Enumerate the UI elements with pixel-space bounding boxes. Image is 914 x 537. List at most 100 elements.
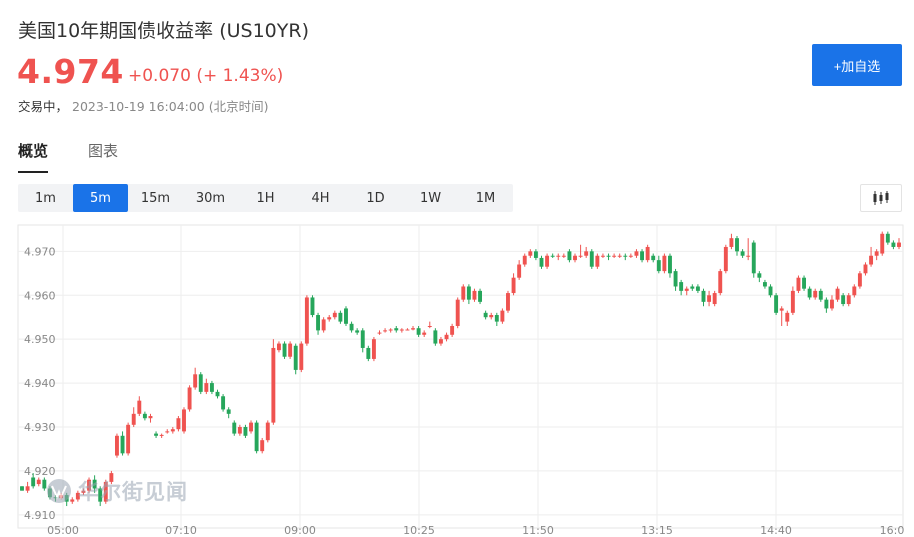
candle-body — [120, 435, 125, 454]
candlestick-chart[interactable]: 4.970 4.960 4.950 4.940 4.930 4.920 4.910 05:00… — [0, 222, 914, 537]
candle-body — [249, 422, 253, 432]
candle-body — [835, 288, 840, 300]
candle-body — [411, 328, 415, 330]
candle-body — [600, 255, 605, 257]
active-tab-indicator — [18, 171, 48, 173]
range-selector: 1m 5m 15m 30m 1H 4H 1D 1W 1M — [18, 184, 513, 212]
candle-body — [573, 255, 577, 261]
candle-body — [427, 326, 432, 327]
candle-body — [774, 295, 779, 313]
x-tick-label: 16:0 — [880, 524, 905, 537]
candle-body — [98, 488, 103, 502]
candle-body — [746, 255, 751, 257]
range-15m-button[interactable]: 15m — [140, 190, 171, 206]
range-1w-button[interactable]: 1W — [419, 190, 442, 206]
candle-body — [81, 490, 86, 493]
candle-body — [841, 295, 846, 305]
range-1mo-button[interactable]: 1M — [475, 190, 496, 206]
candle-body — [556, 255, 561, 257]
candle-body — [802, 277, 806, 289]
x-tick-label: 09:00 — [284, 524, 316, 537]
candle-body — [461, 286, 466, 300]
candle-body — [70, 499, 75, 502]
candle-body — [712, 293, 717, 305]
candle-body — [137, 400, 142, 414]
tab-overview[interactable]: 概览 — [18, 142, 49, 160]
candle-body — [846, 295, 851, 305]
candle-body — [517, 264, 522, 278]
candle-body — [813, 290, 818, 298]
candle-body — [371, 339, 376, 359]
x-tick-label: 05:00 — [47, 524, 79, 537]
candle-body — [522, 255, 527, 265]
candle-body — [25, 486, 30, 491]
instrument-title: 美国10年期国债收益率 (US10YR) — [18, 20, 309, 42]
candle-body — [550, 255, 555, 257]
candle-body — [561, 255, 566, 257]
candle-body — [673, 271, 678, 287]
chart-type-button[interactable] — [860, 184, 902, 212]
candle-body — [762, 282, 767, 287]
watermark-text: 华尔街见闻 — [78, 479, 188, 504]
candle-body — [606, 255, 611, 257]
range-30m-button[interactable]: 30m — [195, 190, 226, 206]
candle-body — [198, 374, 203, 392]
candle-body — [690, 286, 695, 289]
candle-body — [366, 347, 371, 359]
candle-body — [824, 299, 829, 309]
candle-body — [215, 391, 220, 397]
candlestick-icon — [873, 191, 889, 205]
x-tick-label: 11:50 — [522, 524, 554, 537]
candle-body — [204, 383, 209, 392]
add-to-watchlist-button[interactable]: +加自选 — [812, 44, 902, 86]
candle-body — [751, 242, 756, 274]
candle-body — [31, 477, 36, 487]
candle-body — [360, 330, 365, 348]
y-tick-label: 4.950 — [24, 333, 56, 346]
candle-body — [634, 251, 639, 256]
candle-body — [874, 251, 879, 256]
candle-body — [723, 246, 728, 272]
candle-body — [595, 255, 600, 267]
candle-body — [533, 251, 538, 258]
candle-body — [740, 251, 745, 256]
candle-body — [880, 233, 885, 254]
candle-body — [75, 492, 80, 500]
candle-body — [416, 328, 421, 335]
range-5m-button[interactable]: 5m — [73, 184, 128, 212]
candle-body — [277, 343, 281, 351]
candle-body — [226, 409, 231, 414]
candle-body — [701, 290, 706, 302]
watermark: 华尔街见闻 — [46, 476, 188, 506]
candle-body — [394, 328, 399, 331]
candle-body — [405, 329, 410, 331]
range-1m-button[interactable]: 1m — [35, 190, 56, 206]
candle-body — [466, 286, 471, 300]
candle-body — [148, 416, 153, 419]
candle-body — [455, 299, 460, 326]
y-tick-label: 4.970 — [24, 245, 56, 258]
candle-body — [528, 251, 533, 256]
candle-body — [115, 435, 119, 456]
range-4h-button[interactable]: 4H — [311, 190, 330, 206]
candle-body — [232, 422, 237, 434]
timestamp: 2023-10-19 16:04:00 (北京时间) — [72, 99, 269, 114]
x-tick-label: 13:15 — [641, 524, 673, 537]
candle-body — [478, 290, 483, 302]
candle-body — [338, 312, 343, 322]
candle-body — [237, 427, 242, 434]
candle-body — [209, 383, 214, 392]
candle-body — [578, 255, 583, 257]
x-tick-label: 10:25 — [403, 524, 435, 537]
y-tick-label: 4.940 — [24, 377, 56, 390]
range-1h-button[interactable]: 1H — [256, 190, 275, 206]
candle-body — [310, 297, 315, 316]
range-1d-button[interactable]: 1D — [366, 190, 385, 206]
candle-body — [489, 315, 494, 318]
candle-body — [790, 290, 795, 313]
candle-body — [500, 310, 505, 322]
candle-body — [388, 329, 393, 331]
y-tick-label: 4.930 — [24, 421, 56, 434]
plot-area — [17, 224, 904, 529]
tab-chart[interactable]: 图表 — [88, 142, 119, 160]
